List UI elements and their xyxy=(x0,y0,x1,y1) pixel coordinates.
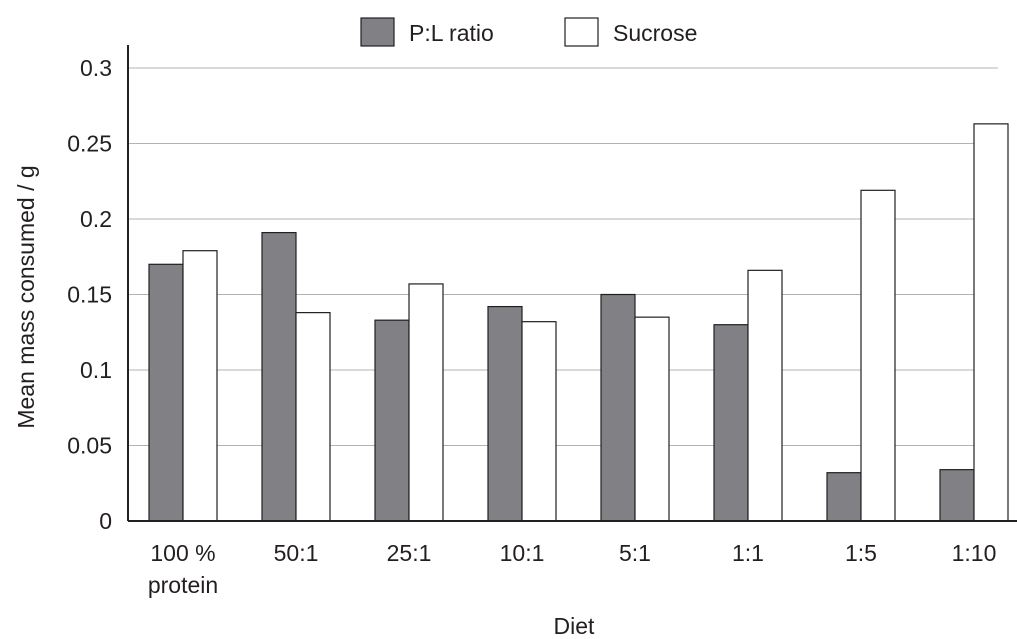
bar-sucrose xyxy=(973,123,1009,522)
bar-pl-ratio xyxy=(939,469,975,522)
legend-swatch xyxy=(564,17,599,47)
bar-sucrose xyxy=(408,283,444,522)
axes xyxy=(127,45,1017,522)
y-tick-label: 0 xyxy=(99,508,112,534)
x-tick-label: 1:5 xyxy=(845,540,877,566)
bar-pl-ratio xyxy=(148,263,184,522)
y-tick-label: 0.15 xyxy=(67,282,112,308)
y-tick-labels: 0 0.05 0.1 0.15 0.2 0.25 0.3 xyxy=(67,55,112,534)
bar-sucrose xyxy=(521,321,557,522)
y-tick-label: 0.1 xyxy=(80,357,112,383)
bar-pl-ratio xyxy=(374,319,410,522)
x-tick-label: 5:1 xyxy=(619,540,651,566)
y-tick-label: 0.25 xyxy=(67,131,112,157)
x-tick-label: 10:1 xyxy=(500,540,545,566)
y-tick-label: 0.05 xyxy=(67,433,112,459)
x-tick-label: 25:1 xyxy=(387,540,432,566)
bar-pl-ratio xyxy=(487,305,523,522)
x-tick-labels: 100 % protein 50:1 25:1 10:1 5:1 1:1 1:5 1:10 xyxy=(148,540,997,598)
y-axis-title: Mean mass consumed / g xyxy=(13,165,39,428)
x-tick-label: 1:1 xyxy=(732,540,764,566)
legend: P:L ratio Sucrose xyxy=(360,17,697,47)
y-tick-label: 0.3 xyxy=(80,55,112,81)
bar-sucrose xyxy=(747,269,783,522)
bar-sucrose xyxy=(860,189,896,522)
bar-pl-ratio xyxy=(261,231,297,522)
legend-label: Sucrose xyxy=(613,20,697,46)
legend-swatch xyxy=(360,17,395,47)
x-tick-label: 1:10 xyxy=(952,540,997,566)
legend-label: P:L ratio xyxy=(409,20,494,46)
bar-sucrose xyxy=(182,250,218,522)
x-tick-label: 100 % xyxy=(150,540,215,566)
x-axis-title: Diet xyxy=(554,613,596,639)
bar-pl-ratio xyxy=(713,324,749,522)
bar-sucrose xyxy=(295,312,331,522)
x-tick-label: protein xyxy=(148,572,218,598)
bar-sucrose xyxy=(634,316,670,522)
y-tick-label: 0.2 xyxy=(80,206,112,232)
bars xyxy=(148,123,1009,522)
bar-pl-ratio xyxy=(600,293,636,522)
x-tick-label: 50:1 xyxy=(274,540,319,566)
bar-pl-ratio xyxy=(826,472,862,522)
